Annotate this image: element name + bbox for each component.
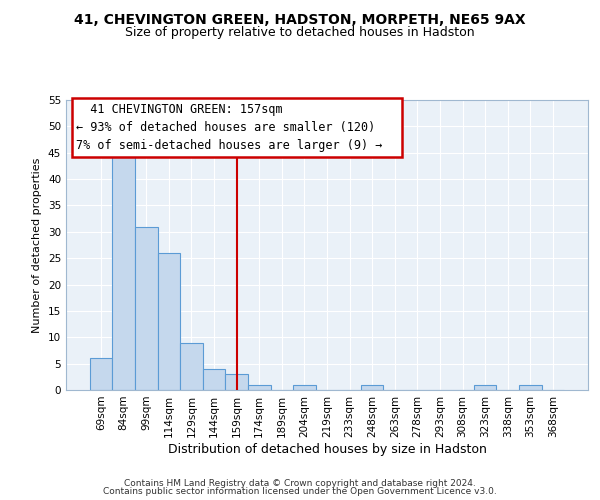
X-axis label: Distribution of detached houses by size in Hadston: Distribution of detached houses by size … <box>167 442 487 456</box>
Bar <box>226 374 248 390</box>
Bar <box>474 384 496 390</box>
Bar <box>248 384 271 390</box>
Text: 41 CHEVINGTON GREEN: 157sqm
← 93% of detached houses are smaller (120)
7% of sem: 41 CHEVINGTON GREEN: 157sqm ← 93% of det… <box>76 103 397 152</box>
Text: 41, CHEVINGTON GREEN, HADSTON, MORPETH, NE65 9AX: 41, CHEVINGTON GREEN, HADSTON, MORPETH, … <box>74 12 526 26</box>
Bar <box>112 148 135 390</box>
Bar <box>135 226 158 390</box>
Bar <box>180 342 203 390</box>
Bar <box>361 384 383 390</box>
Text: Size of property relative to detached houses in Hadston: Size of property relative to detached ho… <box>125 26 475 39</box>
Text: Contains public sector information licensed under the Open Government Licence v3: Contains public sector information licen… <box>103 487 497 496</box>
Y-axis label: Number of detached properties: Number of detached properties <box>32 158 43 332</box>
Bar <box>519 384 542 390</box>
Bar <box>90 358 112 390</box>
Text: Contains HM Land Registry data © Crown copyright and database right 2024.: Contains HM Land Registry data © Crown c… <box>124 478 476 488</box>
Bar <box>293 384 316 390</box>
Bar <box>158 253 180 390</box>
Bar <box>203 369 226 390</box>
